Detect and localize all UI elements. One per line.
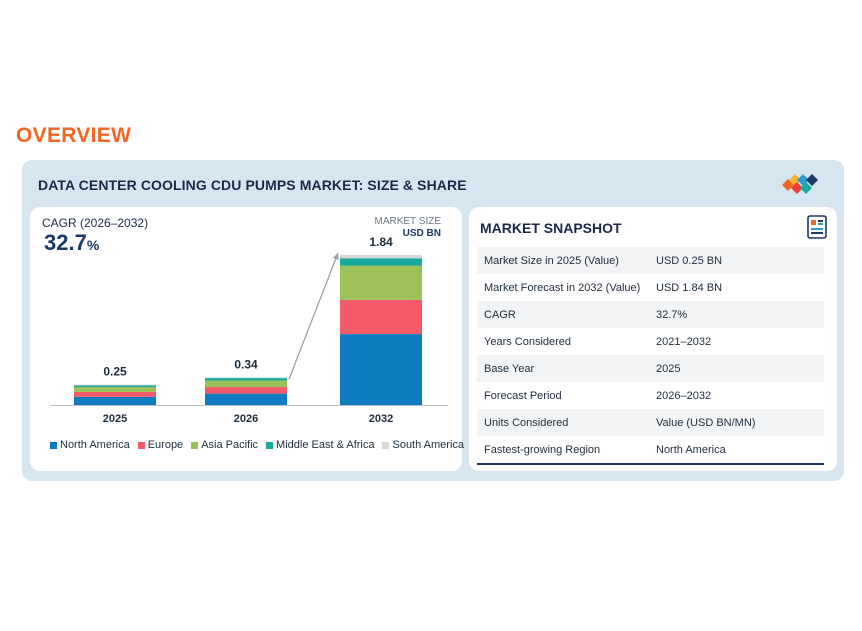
bar-segment-south-america-2025	[74, 384, 156, 386]
row-label: Market Forecast in 2032 (Value)	[477, 274, 649, 301]
bar-segment-asia-pacific-2026	[205, 380, 287, 388]
table-row: Base Year 2025	[477, 355, 824, 382]
market-snapshot-card: MARKET SNAPSHOT Market Size in 2025 (Val…	[469, 207, 837, 471]
row-value: USD 0.25 BN	[649, 247, 824, 274]
legend-swatch	[191, 441, 199, 449]
legend-item: North America	[50, 439, 130, 451]
table-row: Market Size in 2025 (Value) USD 0.25 BN	[477, 247, 824, 274]
legend-swatch	[382, 441, 390, 449]
row-label: Forecast Period	[477, 382, 649, 409]
market-overview-panel: DATA CENTER COOLING CDU PUMPS MARKET: SI…	[22, 160, 844, 481]
panel-title: DATA CENTER COOLING CDU PUMPS MARKET: SI…	[38, 177, 467, 193]
row-label: Fastest-growing Region	[477, 436, 649, 463]
cagr-unit: %	[86, 237, 100, 253]
table-bottom-rule	[477, 463, 824, 465]
legend-label: South America	[392, 439, 465, 451]
row-label: CAGR	[477, 301, 649, 328]
snapshot-table: Market Size in 2025 (Value) USD 0.25 BN M…	[477, 247, 824, 463]
bar-total-label: 0.34	[234, 357, 258, 371]
overview-heading: OVERVIEW	[16, 124, 132, 147]
row-value: 2025	[649, 355, 824, 382]
row-value: 2021–2032	[649, 328, 824, 355]
cagr-label: CAGR (2026–2032)	[42, 216, 149, 230]
legend-label: Asia Pacific	[201, 439, 259, 451]
bar-segment-middle-east-africa-2026	[205, 378, 287, 381]
legend-swatch	[137, 441, 145, 449]
bar-segment-south-america-2026	[205, 377, 287, 379]
table-row: CAGR 32.7%	[477, 301, 824, 328]
legend-label: North America	[60, 439, 130, 451]
growth-arrow	[288, 252, 339, 380]
market-size-label: MARKET SIZE	[374, 216, 442, 227]
bar-segment-europe-2026	[205, 387, 287, 394]
legend-item: Asia Pacific	[191, 439, 258, 451]
report-icon	[807, 215, 827, 239]
chart-legend: North America Europe Asia Pacific Middle Ea…	[50, 439, 464, 451]
x-tick-label: 2025	[103, 413, 127, 425]
legend-item: Middle East & Africa	[266, 439, 374, 451]
row-value: 32.7%	[649, 301, 824, 328]
bar-segment-europe-2032	[340, 299, 422, 335]
legend-item: South America	[382, 439, 464, 451]
stacked-bar-chart: 0.25 2025 0.34 2026 1.84 2032	[50, 235, 448, 425]
table-row: Years Considered 2021–2032	[477, 328, 824, 355]
row-label: Units Considered	[477, 409, 649, 436]
row-value: North America	[649, 436, 824, 463]
table-row: Fastest-growing Region North America	[477, 436, 824, 463]
bar-segment-north-america-2032	[340, 334, 422, 405]
bar-segment-asia-pacific-2025	[74, 387, 156, 392]
bar-total-label: 0.25	[103, 365, 127, 379]
bar-segment-north-america-2026	[205, 393, 287, 405]
legend-swatch	[50, 441, 57, 449]
market-size-unit: USD BN	[402, 228, 441, 239]
legend-label: Europe	[147, 439, 184, 451]
chart-card: CAGR (2026–2032) 32.7% MARKET SIZE USD B…	[30, 207, 464, 471]
cagr-value: 32.7%	[44, 230, 99, 256]
row-value: Value (USD BN/MN)	[649, 409, 824, 436]
table-row: Market Forecast in 2032 (Value) USD 1.84 …	[477, 274, 824, 301]
table-row: Forecast Period 2026–2032	[477, 382, 824, 409]
legend-label: Middle East & Africa	[276, 439, 375, 451]
bar-segment-north-america-2025	[74, 396, 156, 405]
legend-item: Europe	[137, 439, 184, 451]
row-label: Base Year	[477, 355, 649, 382]
bar-segment-europe-2025	[74, 391, 156, 397]
snapshot-title: MARKET SNAPSHOT	[480, 220, 622, 236]
row-label: Market Size in 2025 (Value)	[477, 247, 649, 274]
bar-total-label: 1.84	[369, 235, 393, 249]
cagr-number: 32.7	[44, 230, 87, 255]
brand-logo-icon	[782, 174, 818, 194]
row-label: Years Considered	[477, 328, 649, 355]
bar-segment-asia-pacific-2032	[340, 265, 422, 300]
bar-segment-south-america-2032	[340, 255, 422, 259]
table-row: Units Considered Value (USD BN/MN)	[477, 409, 824, 436]
bar-segment-middle-east-africa-2025	[74, 385, 156, 388]
x-tick-label: 2026	[234, 413, 258, 425]
bar-segment-middle-east-africa-2032	[340, 258, 422, 266]
x-tick-label: 2032	[369, 413, 393, 425]
legend-swatch	[266, 441, 274, 449]
row-value: 2026–2032	[649, 382, 824, 409]
growth-arrow-head	[332, 253, 339, 260]
row-value: USD 1.84 BN	[649, 274, 824, 301]
